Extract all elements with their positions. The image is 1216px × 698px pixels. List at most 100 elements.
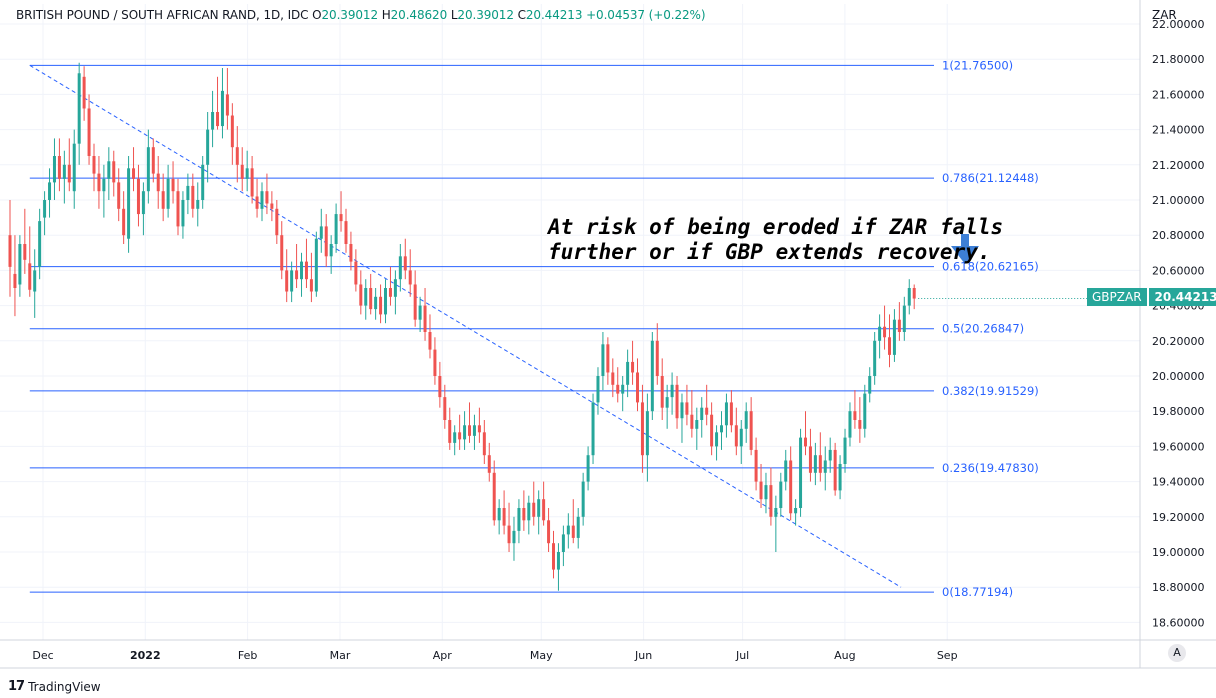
candle-body: [878, 326, 882, 341]
candle-body: [161, 191, 165, 209]
candle-body: [127, 168, 131, 239]
low-value: 20.39012: [457, 8, 514, 22]
candle-body: [122, 208, 126, 236]
candle-body: [211, 112, 215, 130]
fib-level-label: 0.618(20.62165): [942, 260, 1039, 274]
candle-body: [640, 402, 644, 456]
candle-body: [744, 411, 748, 429]
candle-body: [596, 376, 600, 403]
candle-body: [398, 256, 402, 280]
candle-body: [28, 263, 32, 290]
candle-body: [665, 397, 669, 408]
candle-body: [146, 147, 150, 192]
candle-body: [556, 552, 560, 570]
candle-body: [196, 200, 200, 209]
candle-body: [833, 449, 837, 491]
x-tick-label: Apr: [433, 649, 453, 662]
candle-body: [379, 296, 383, 315]
candle-body: [650, 340, 654, 412]
candle-body: [418, 305, 422, 320]
candle-body: [403, 256, 407, 271]
fib-level-label: 1(21.76500): [942, 58, 1013, 72]
x-tick-label: Jul: [735, 649, 749, 662]
y-tick-label: 19.80000: [1152, 405, 1205, 418]
candle-body: [156, 173, 160, 192]
candle-body: [408, 270, 412, 285]
candle-body: [295, 270, 299, 280]
candle-body: [779, 481, 783, 508]
fib-level-label: 0.236(19.47830): [942, 461, 1039, 475]
candle-body: [537, 499, 541, 517]
candle-body: [700, 407, 704, 420]
arrow-down-icon: [961, 234, 969, 248]
candle-body: [216, 112, 220, 127]
candle-body: [715, 432, 719, 447]
candle-body: [433, 349, 437, 376]
candle-body: [443, 397, 447, 420]
candle-body: [260, 191, 264, 209]
candle-body: [645, 411, 649, 456]
candle-body: [77, 73, 81, 144]
candle-body: [359, 284, 363, 306]
candle-body: [344, 221, 348, 244]
candle-body: [843, 437, 847, 464]
candle-body: [285, 270, 289, 292]
candle-body: [749, 411, 753, 450]
candle-body: [472, 425, 476, 436]
candle-body: [626, 361, 630, 385]
candle-body: [388, 288, 392, 297]
candle-body: [636, 372, 640, 403]
candle-body: [794, 508, 798, 514]
candle-body: [72, 143, 76, 192]
candle-body: [369, 288, 373, 310]
candle-body: [245, 168, 249, 179]
x-tick-label: Aug: [834, 649, 855, 662]
candle-body: [774, 508, 778, 517]
y-tick-label: 19.60000: [1152, 440, 1205, 453]
open-label: O: [312, 8, 322, 22]
candle-body: [240, 164, 244, 179]
candle-body: [102, 178, 106, 192]
candle-body: [448, 420, 452, 443]
candle-body: [858, 420, 862, 429]
candle-body: [586, 455, 590, 482]
candle-body: [300, 261, 304, 280]
candle-body: [290, 270, 294, 292]
fib-level-label: 0.786(21.12448): [942, 171, 1039, 185]
candle-body: [868, 376, 872, 394]
annotation-line-2: further or if GBP extends recovery.: [548, 240, 991, 264]
arrow-down-icon-head: [951, 246, 979, 264]
annotation-line-1: At risk of being eroded if ZAR falls: [548, 215, 1004, 239]
x-tick-label: Feb: [238, 649, 257, 662]
close-value: 20.44213: [525, 8, 583, 22]
low-label: L: [450, 8, 458, 22]
candle-body: [902, 305, 906, 332]
candle-body: [759, 481, 763, 500]
auto-scale-button[interactable]: A: [1168, 644, 1186, 662]
candle-body: [334, 214, 338, 244]
candle-body: [136, 178, 140, 215]
change-value: +0.04537 (+0.22%): [586, 8, 706, 22]
y-tick-label: 20.60000: [1152, 264, 1205, 277]
candle-body: [680, 402, 684, 419]
high-value: 20.48620: [390, 8, 448, 22]
candle-body: [477, 425, 481, 433]
candle-body: [270, 203, 274, 209]
candle-body: [497, 508, 501, 521]
candle-body: [912, 288, 916, 299]
candle-body: [57, 156, 61, 179]
candle-body: [818, 455, 822, 473]
candle-body: [304, 261, 308, 280]
x-tick-label: Dec: [32, 649, 53, 662]
candle-body: [230, 115, 234, 148]
currency-label: ZAR: [1152, 8, 1177, 22]
candle-body: [591, 402, 595, 456]
candle-body: [329, 244, 333, 257]
candle-body: [280, 235, 284, 271]
tradingview-logo-icon: 17: [8, 679, 25, 694]
candle-body: [813, 455, 817, 473]
candle-body: [764, 485, 768, 500]
candle-body: [873, 340, 877, 376]
candle-body: [423, 305, 427, 332]
